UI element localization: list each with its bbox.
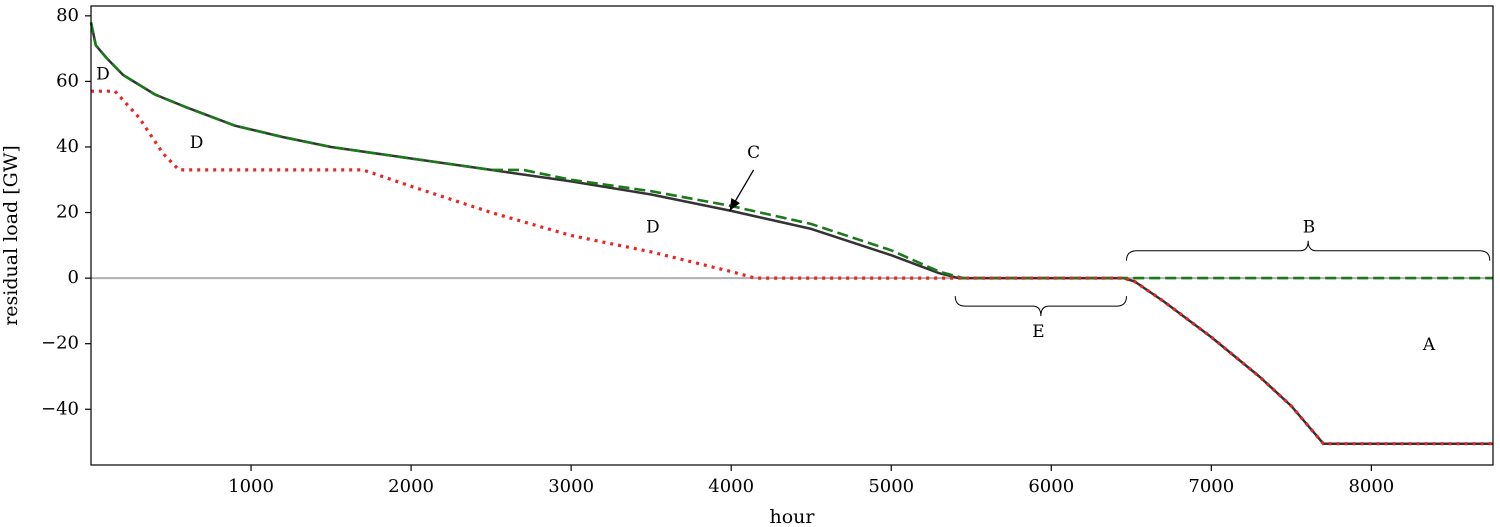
x-tick-label: 3000 [548,476,594,497]
y-axis-label: residual load [GW] [0,145,22,326]
x-tick-label: 7000 [1188,476,1234,497]
x-tick-label: 8000 [1348,476,1394,497]
tick-layer: 1000 2000 3000 4000 5000 6000 7000 8000 80 60 40 20… [41,5,1494,497]
annotation-label-a: A [1422,335,1436,355]
annotation-label-b: B [1303,217,1316,237]
plot-layer: D D D C B E A [89,22,1493,446]
y-tick-label: −40 [41,398,79,419]
x-tick-label: 4000 [708,476,754,497]
series-line-solid [89,22,1493,445]
y-tick-label: 60 [56,70,79,91]
brace-e [954,296,1127,317]
series-line-dotted [91,89,1493,446]
y-tick-label: 80 [56,5,79,26]
y-tick-label: 0 [68,267,79,288]
annotation-label-d: D [646,217,660,237]
y-tick-label: 20 [56,202,79,223]
x-tick-label: 1000 [228,476,274,497]
x-tick-label: 5000 [868,476,914,497]
x-tick-label: 6000 [1028,476,1074,497]
x-tick-label: 2000 [388,476,434,497]
y-tick-label: −20 [41,333,79,354]
annotation-label-c: C [747,143,760,163]
y-tick-label: 40 [56,136,79,157]
brace-b [1126,240,1491,261]
annotation-label-d: D [190,133,204,153]
series-line-dashed [89,22,1493,280]
annotation-label-d: D [96,64,110,84]
annotation-label-e: E [1032,322,1044,342]
x-axis-label: hour [770,506,816,527]
plot-frame [90,5,1494,466]
annotation-arrow-head [729,198,740,211]
